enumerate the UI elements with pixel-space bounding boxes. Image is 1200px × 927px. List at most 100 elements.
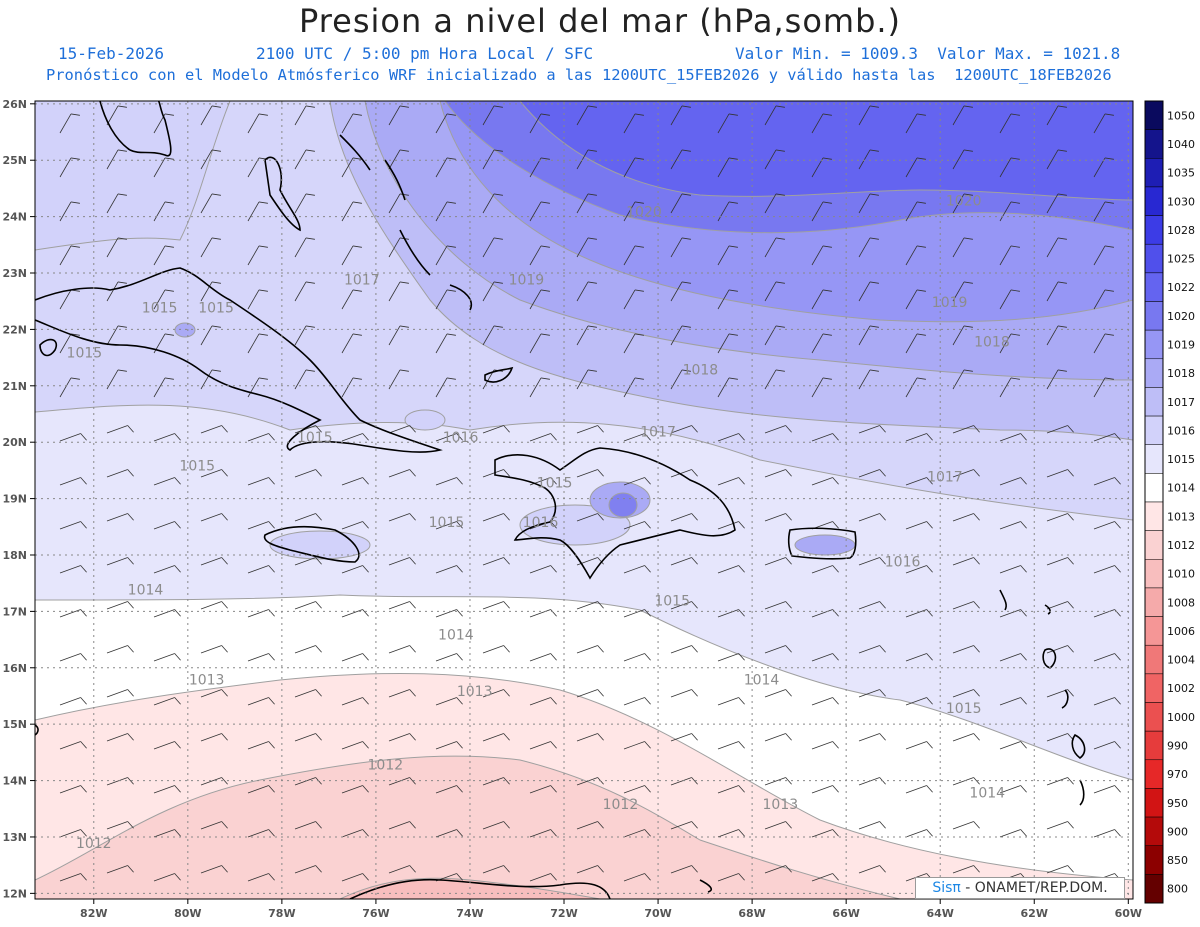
wind-barb xyxy=(952,821,974,830)
wind-barb-flag xyxy=(916,333,926,336)
wind-barb-flag xyxy=(691,777,698,785)
wind-barb xyxy=(952,865,974,874)
wind-barb-flag xyxy=(362,697,369,705)
wind-barb xyxy=(482,645,504,654)
wind-barb xyxy=(905,609,927,618)
wind-barb-flag xyxy=(80,477,87,485)
wind-barb xyxy=(529,113,542,134)
wind-barb xyxy=(764,557,786,566)
wind-barb-flag xyxy=(1114,521,1121,529)
wind-barb-flag xyxy=(127,821,134,829)
wind-barb xyxy=(388,105,401,126)
wind-barb-flag xyxy=(305,281,315,284)
wind-barb xyxy=(247,741,269,750)
wind-barb xyxy=(106,865,128,874)
wind-barb xyxy=(905,785,927,794)
wind-barb xyxy=(811,433,833,442)
wind-barb-flag xyxy=(681,149,691,152)
wind-barb-flag xyxy=(785,733,792,741)
wind-barb xyxy=(952,281,965,302)
wind-barb xyxy=(200,513,222,522)
wind-barb xyxy=(482,237,495,258)
wind-barb xyxy=(1093,477,1115,486)
colorbar-label: 1000 xyxy=(1167,711,1195,724)
wind-barb-flag xyxy=(456,521,463,529)
wind-barb xyxy=(529,741,551,750)
wind-barb xyxy=(153,377,166,398)
colorbar-label: 1014 xyxy=(1167,482,1195,495)
wind-barb xyxy=(999,245,1012,266)
wind-barb-flag xyxy=(127,689,134,697)
wind-barb-flag xyxy=(221,557,228,565)
wind-barb-flag xyxy=(1114,477,1121,485)
wind-barb-flag xyxy=(1057,149,1067,152)
lon-label: 62W xyxy=(1021,907,1048,920)
wind-barb xyxy=(576,425,598,434)
wind-barb xyxy=(670,149,683,170)
wind-barb xyxy=(670,601,692,610)
wind-barb-flag xyxy=(738,521,745,529)
wind-barb-flag xyxy=(540,113,550,116)
wind-barb-flag xyxy=(1067,821,1074,829)
wind-barb-flag xyxy=(315,821,322,829)
wind-barb-flag xyxy=(540,333,550,336)
colorbar-swatch xyxy=(1144,874,1164,904)
wind-barb xyxy=(294,369,307,390)
wind-barb-flag xyxy=(117,149,127,152)
wind-barb-flag xyxy=(926,433,933,441)
wind-barb xyxy=(1093,521,1115,530)
wind-barb xyxy=(717,245,730,266)
wind-barb-flag xyxy=(117,193,127,196)
wind-barb xyxy=(294,237,307,258)
wind-barb-flag xyxy=(221,733,228,741)
wind-barb xyxy=(529,609,551,618)
wind-barb-flag xyxy=(493,325,503,328)
wind-barb xyxy=(435,477,457,486)
wind-barb-flag xyxy=(738,565,745,573)
wind-barb xyxy=(529,433,551,442)
wind-barb-flag xyxy=(1020,785,1027,793)
wind-barb xyxy=(435,377,448,398)
wind-barb xyxy=(764,369,777,390)
wind-barb-flag xyxy=(1020,653,1027,661)
colorbar-label: 970 xyxy=(1167,768,1188,781)
wind-barb-flag xyxy=(832,785,839,793)
wind-barb-flag xyxy=(268,741,275,749)
wind-barb xyxy=(999,785,1021,794)
wind-barb xyxy=(59,113,72,134)
wind-barb xyxy=(905,521,927,530)
wind-barb-flag xyxy=(315,601,322,609)
wind-barb xyxy=(717,201,730,222)
lat-label: 13N xyxy=(2,831,27,844)
wind-barb xyxy=(294,281,307,302)
wind-barb xyxy=(388,645,410,654)
wind-barb xyxy=(529,785,551,794)
wind-barb-flag xyxy=(926,477,933,485)
colorbar-swatch xyxy=(1144,415,1164,445)
wind-barb xyxy=(717,785,739,794)
wind-barb-flag xyxy=(456,433,463,441)
wind-barb xyxy=(905,245,918,266)
wind-barb xyxy=(1093,113,1106,134)
wind-barb-flag xyxy=(926,697,933,705)
wind-barb-flag xyxy=(869,325,879,328)
wind-barb xyxy=(670,513,692,522)
contour-label: 1014 xyxy=(744,673,780,689)
wind-barb xyxy=(811,697,833,706)
wind-barb xyxy=(153,289,166,310)
wind-barb xyxy=(529,245,542,266)
wind-barb xyxy=(294,865,316,874)
wind-barb xyxy=(435,785,457,794)
wind-barb-flag xyxy=(916,157,926,160)
colorbar-swatch xyxy=(1144,215,1164,245)
wind-barb-flag xyxy=(268,477,275,485)
colorbar-swatch xyxy=(1144,473,1164,503)
wind-barb-flag xyxy=(352,245,362,248)
wind-barb xyxy=(1093,653,1115,662)
wind-barb-flag xyxy=(1067,425,1074,433)
colorbar-swatch xyxy=(1144,243,1164,274)
wind-barb-flag xyxy=(644,653,651,661)
wind-barb-flag xyxy=(456,873,463,881)
wind-barb xyxy=(858,281,871,302)
wind-barb xyxy=(529,333,542,354)
